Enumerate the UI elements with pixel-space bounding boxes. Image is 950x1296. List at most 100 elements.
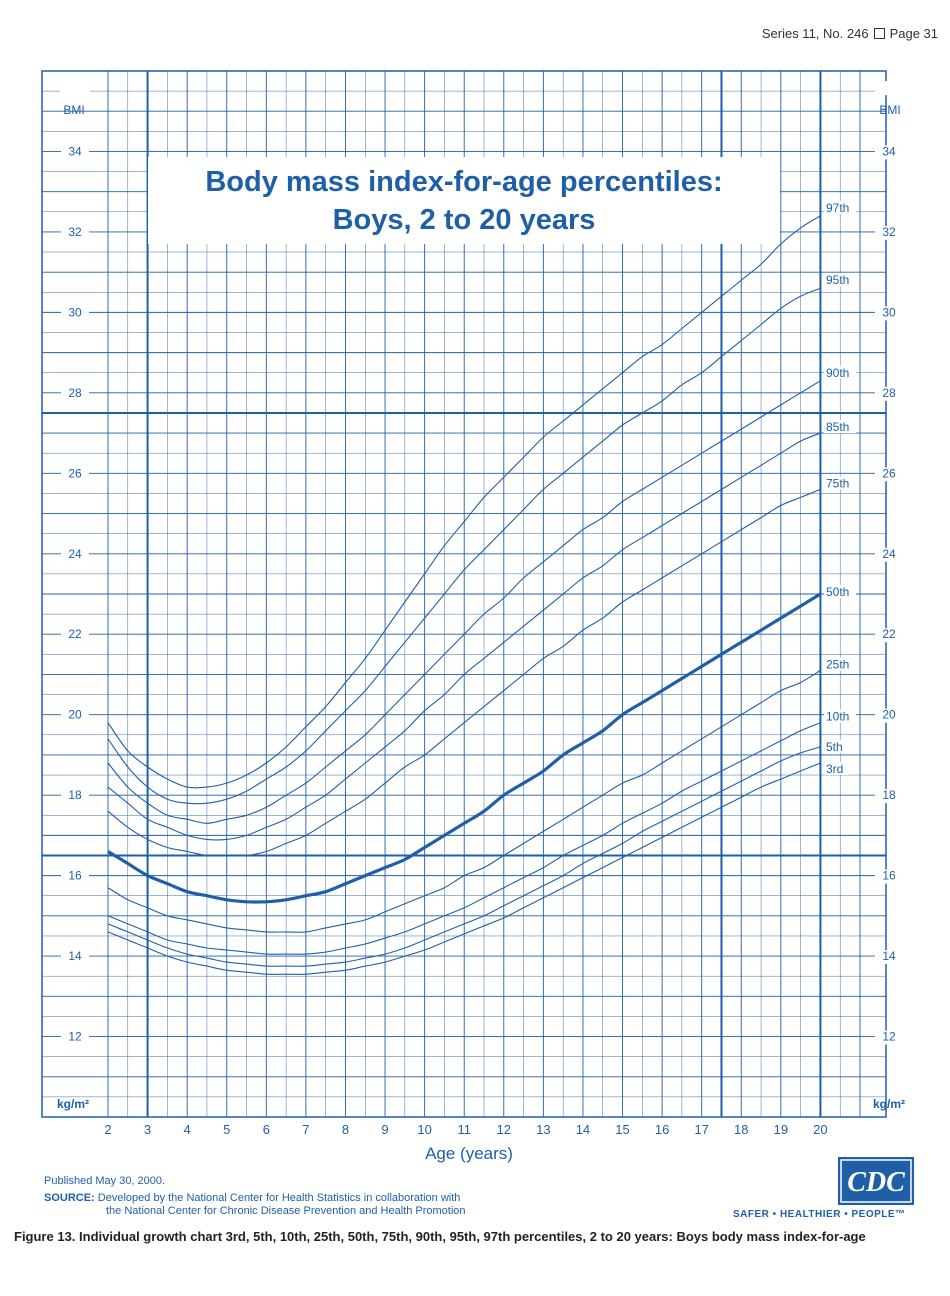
- y-tick-label-left-bg: [61, 547, 89, 562]
- series-number: Series 11, No. 246: [761, 26, 869, 41]
- percentile-curves: [107, 215, 822, 975]
- percentile-curve-75th: [107, 488, 821, 857]
- y-tick-label-right-bg: [875, 1030, 903, 1045]
- y-axis-label-right-bg: [875, 81, 905, 96]
- chart-frame: [41, 70, 887, 1118]
- percentile-label-75th: 75th: [826, 476, 849, 490]
- y-tick-label-left-bg: [61, 306, 89, 321]
- x-tick-label: 8: [342, 1122, 349, 1137]
- x-tick-label: 12: [497, 1122, 511, 1137]
- x-tick-label: 20: [813, 1122, 827, 1137]
- y-tick-label-left: 14: [68, 949, 82, 963]
- percentile-curve-25th: [107, 669, 821, 933]
- y-tick-label-right-bg: [875, 225, 903, 240]
- x-tick-label: 11: [457, 1122, 471, 1137]
- percentile-labels: 97th 95th 90th 85th 75th 50th 25th 10th 5th 3rd: [824, 200, 856, 776]
- unit-label-left: kg/m²: [57, 1097, 89, 1111]
- percentile-curve-3rd: [107, 762, 821, 975]
- y-tick-label-right: 14: [882, 949, 896, 963]
- y-tick-label-left: 20: [68, 708, 82, 722]
- y-tick-label-right: 24: [882, 547, 896, 561]
- percentile-curve-50th: [107, 592, 822, 904]
- y-tick-label-left-bg: [61, 789, 89, 804]
- title-background: [148, 157, 780, 244]
- y-tick-label-right: 16: [882, 869, 896, 883]
- x-tick-label: 18: [734, 1122, 748, 1137]
- x-axis-label: Age (years): [425, 1144, 513, 1163]
- y-tick-label-right: 20: [882, 708, 896, 722]
- y-tick-label-right-bg: [875, 467, 903, 482]
- percentile-curve-90th: [107, 380, 821, 824]
- percentile-label-bg: [824, 739, 849, 753]
- chart-title-box: Body mass index-for-age percentiles: Boy…: [148, 157, 780, 244]
- y-tick-label-right-bg: [875, 950, 903, 965]
- y-tick-label-left-bg: [61, 950, 89, 965]
- y-tick-label-right: 30: [882, 305, 896, 319]
- y-tick-label-left: 16: [68, 869, 82, 883]
- y-tick-label-right-bg: [875, 708, 903, 723]
- y-tick-label-right-bg: [875, 547, 903, 562]
- x-tick-label: 19: [774, 1122, 788, 1137]
- page-number: Page 31: [889, 26, 938, 41]
- x-tick-label: 5: [223, 1122, 230, 1137]
- percentile-curve-95th: [107, 287, 821, 805]
- x-tick-label: 3: [144, 1122, 151, 1137]
- page-header: Series 11, No. 246 Page 31: [762, 26, 938, 41]
- separator-box-icon: [873, 28, 885, 39]
- source-line-2: the National Center for Chronic Disease …: [106, 1205, 466, 1217]
- percentile-label-bg: [824, 585, 856, 598]
- cdc-logo: CDC: [838, 1157, 914, 1205]
- x-tick-label: 2: [104, 1122, 111, 1137]
- percentile-label-90th: 90th: [826, 366, 849, 380]
- x-tick-label: 4: [184, 1122, 191, 1137]
- chart-title-line1: Body mass index-for-age percentiles:: [205, 166, 722, 198]
- percentile-label-97th: 97th: [826, 201, 849, 215]
- y-tick-label-right-bg: [875, 789, 903, 804]
- y-tick-label-right: 22: [882, 627, 896, 641]
- percentile-label-25th: 25th: [826, 657, 849, 671]
- percentile-label-bg: [824, 761, 849, 775]
- percentile-label-3rd: 3rd: [826, 762, 843, 776]
- y-tick-label-left: 26: [68, 466, 82, 480]
- unit-label-right: kg/m²: [873, 1097, 905, 1111]
- figure-caption: Figure 13. Individual growth chart 3rd, …: [14, 1229, 866, 1244]
- y-tick-label-left-bg: [61, 708, 89, 723]
- y-tick-label-right: 28: [882, 386, 896, 400]
- y-tick-label-left: 24: [68, 547, 82, 561]
- y-tick-label-right: 26: [882, 466, 896, 480]
- source-note: SOURCE: Developed by the National Center…: [44, 1192, 466, 1218]
- percentile-label-85th: 85th: [826, 420, 849, 434]
- y-tick-label-left: 30: [68, 305, 82, 319]
- y-tick-label-left: 34: [68, 144, 82, 158]
- y-tick-label-left: 18: [68, 788, 82, 802]
- cdc-logo-text: CDC: [847, 1167, 905, 1198]
- percentile-label-bg: [824, 476, 856, 490]
- y-axis-label-left-bg: [60, 81, 90, 96]
- x-tick-label: 14: [576, 1122, 590, 1137]
- percentile-label-bg: [824, 200, 856, 214]
- percentile-label-95th: 95th: [826, 273, 849, 287]
- y-tick-label-left: 12: [68, 1030, 82, 1044]
- y-tick-label-right-bg: [875, 145, 903, 160]
- y-tick-label-right: 18: [882, 788, 896, 802]
- x-tick-label: 17: [694, 1122, 708, 1137]
- source-line-1: Developed by the National Center for Hea…: [97, 1192, 461, 1204]
- y-tick-label-left-bg: [61, 225, 89, 240]
- reference-lines: [42, 71, 886, 1117]
- x-tick-label: 9: [381, 1122, 388, 1137]
- y-axis-label-left: BMI: [63, 103, 84, 117]
- cdc-tagline: SAFER • HEALTHIER • PEOPLE™: [733, 1209, 906, 1220]
- percentile-curve-85th: [107, 432, 821, 841]
- y-tick-label-left-bg: [61, 1030, 89, 1045]
- y-tick-label-right-bg: [875, 869, 903, 884]
- x-tick-label: 10: [417, 1122, 431, 1137]
- y-tick-label-right-bg: [875, 628, 903, 643]
- y-tick-label-left: 22: [68, 627, 82, 641]
- published-date: Published May 30, 2000.: [44, 1175, 166, 1187]
- x-tick-label: 15: [615, 1122, 629, 1137]
- percentile-label-bg: [824, 273, 856, 287]
- y-tick-label-left-bg: [61, 386, 89, 401]
- y-tick-label-right-bg: [875, 306, 903, 321]
